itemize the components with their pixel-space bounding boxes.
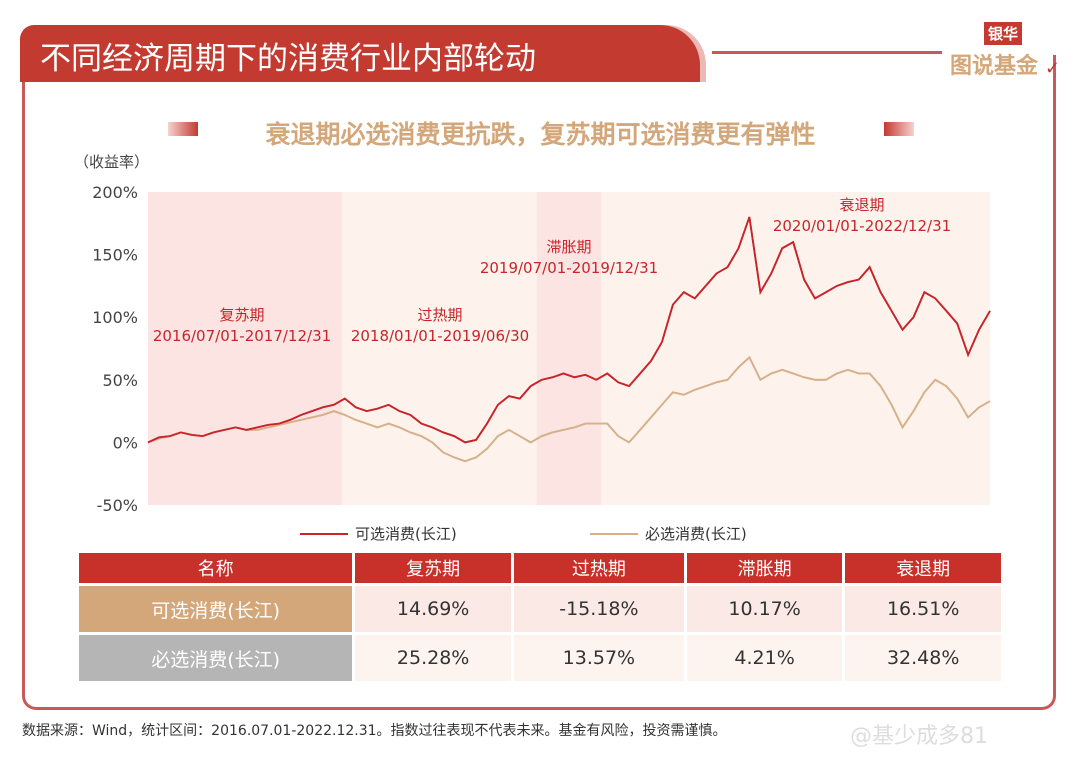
y-tick-label: 150% xyxy=(92,246,138,265)
y-tick-label: 200% xyxy=(92,183,138,202)
chart-subtitle: 衰退期必选消费更抗跌，复苏期可选消费更有弹性 xyxy=(265,120,816,149)
period-band xyxy=(536,192,602,505)
watermark: @基少成多81 xyxy=(850,724,988,749)
table-header: 衰退期 xyxy=(845,553,1001,586)
period-range: 2018/01/01-2019/06/30 xyxy=(351,327,529,345)
footer-note: 数据来源：Wind，统计区间：2016.07.01-2022.12.31。指数过… xyxy=(22,723,727,739)
y-tick-label: 100% xyxy=(92,308,138,327)
period-band xyxy=(342,192,537,505)
y-tick-label: -50% xyxy=(97,496,138,515)
table-row: 必选消费(长江) 25.28% 13.57% 4.21% 32.48% xyxy=(79,635,1001,684)
period-name: 过热期 xyxy=(417,306,462,324)
y-tick-label: 50% xyxy=(102,371,138,390)
returns-table: 名称 复苏期 过热期 滞胀期 衰退期 可选消费(长江) 14.69% -15.1… xyxy=(76,553,1004,684)
logo-top: 银华 xyxy=(984,22,1023,45)
y-axis-label: （收益率） xyxy=(74,153,150,171)
page-title: 不同经济周期下的消费行业内部轮动 xyxy=(40,41,536,77)
table-cell: 32.48% xyxy=(845,635,1001,684)
table-cell: 14.69% xyxy=(355,586,511,635)
line-chart: 200% 150% 100% 50% 0% -50% 复苏期 2016/07/01-2017/… xyxy=(92,183,991,543)
table-cell: 4.21% xyxy=(686,635,843,684)
title-banner: 不同经济周期下的消费行业内部轮动 xyxy=(20,25,700,82)
subtitle-mark-right xyxy=(884,122,914,136)
table-row: 可选消费(长江) 14.69% -15.18% 10.17% 16.51% xyxy=(79,586,1001,635)
divider xyxy=(712,51,942,54)
table-cell: 25.28% xyxy=(355,635,511,684)
table-cell: -15.18% xyxy=(513,586,684,635)
period-name: 衰退期 xyxy=(839,196,884,214)
table-cell: 10.17% xyxy=(686,586,843,635)
table-header: 名称 xyxy=(79,553,353,586)
row-label: 必选消费(长江) xyxy=(79,635,353,684)
series-line xyxy=(147,355,991,463)
period-range: 2016/07/01-2017/12/31 xyxy=(153,327,331,345)
legend-label: 必选消费(长江) xyxy=(645,525,747,543)
row-label: 可选消费(长江) xyxy=(79,586,353,635)
y-tick-label: 0% xyxy=(113,433,138,452)
check-icon: ✓ xyxy=(1045,58,1061,79)
table-cell: 16.51% xyxy=(845,586,1001,635)
period-band xyxy=(148,192,343,505)
period-name: 滞胀期 xyxy=(546,238,591,256)
table-header: 过热期 xyxy=(513,553,684,586)
subtitle-mark-left xyxy=(168,122,198,136)
period-range: 2020/01/01-2022/12/31 xyxy=(773,217,951,235)
period-name: 复苏期 xyxy=(219,306,264,324)
content-frame xyxy=(22,55,1056,710)
table-header: 滞胀期 xyxy=(686,553,843,586)
series-line xyxy=(147,216,991,444)
period-band xyxy=(601,192,990,505)
table-header: 复苏期 xyxy=(355,553,511,586)
period-range: 2019/07/01-2019/12/31 xyxy=(480,259,658,277)
table-cell: 13.57% xyxy=(513,635,684,684)
legend-label: 可选消费(长江) xyxy=(355,525,457,543)
logo-bottom: 图说基金 xyxy=(950,54,1039,79)
